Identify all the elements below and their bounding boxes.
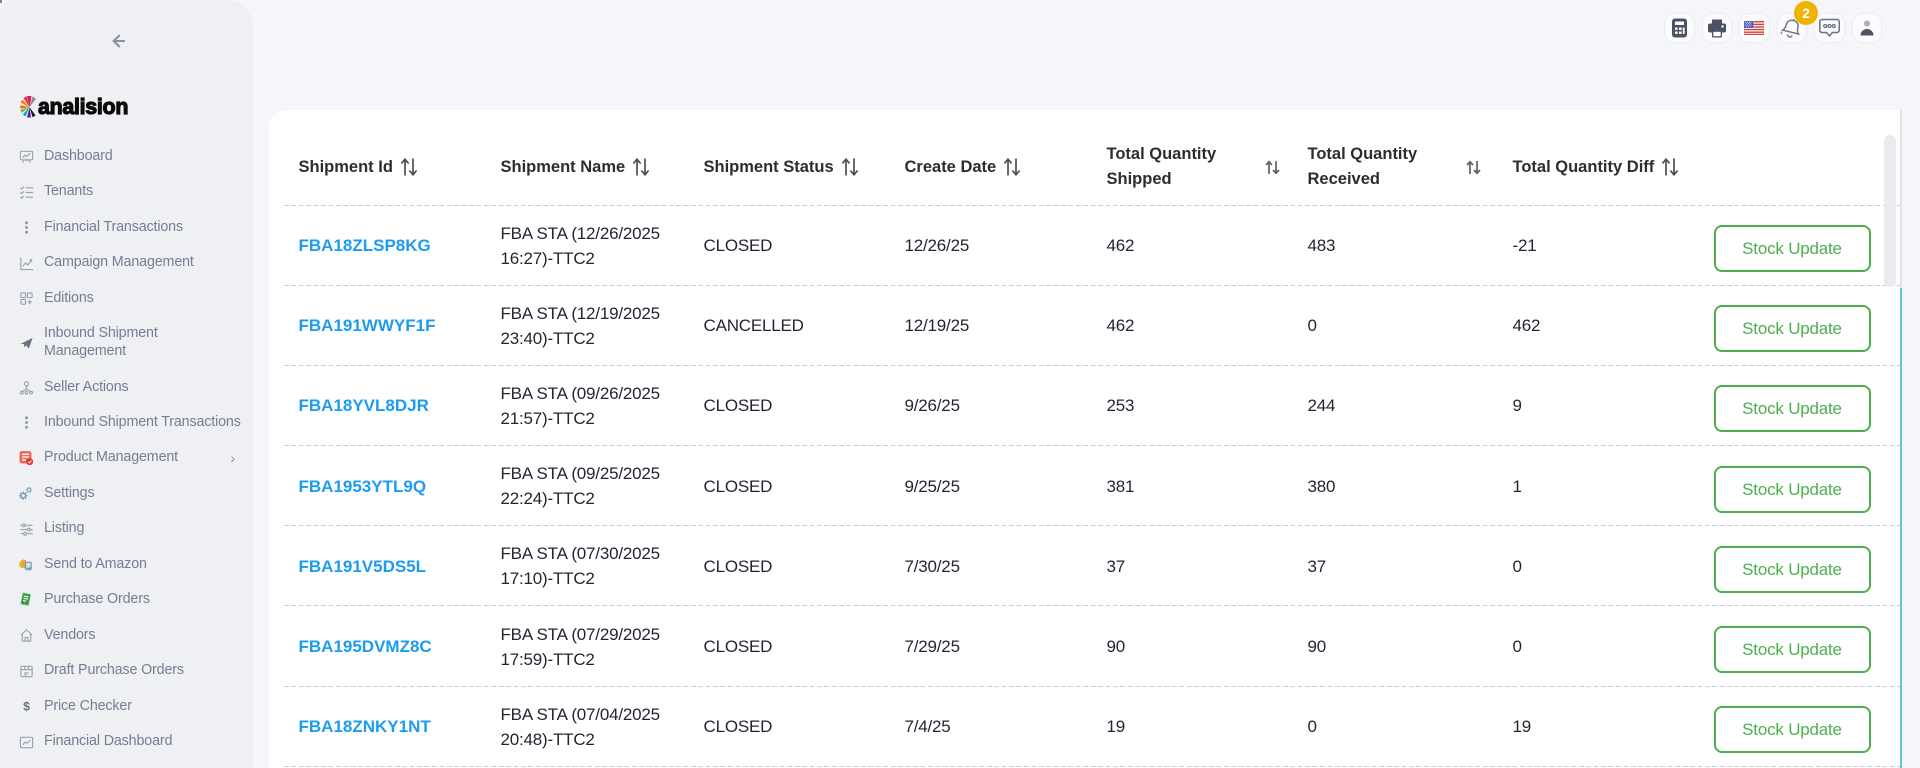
svg-text:$: $	[23, 700, 30, 714]
